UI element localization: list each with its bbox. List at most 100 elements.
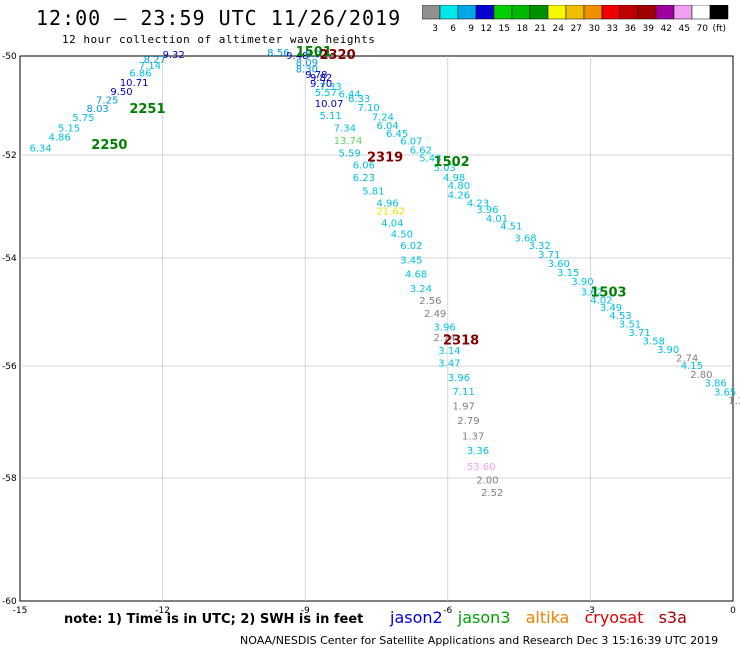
color-scale-label: 42 bbox=[661, 24, 672, 34]
y-tick-label: -60 bbox=[2, 597, 17, 607]
color-swatch bbox=[709, 5, 729, 20]
wave-height-value: 2.74 bbox=[676, 354, 698, 365]
wave-height-value: 4.53 bbox=[609, 311, 631, 322]
wave-height-value: 4.68 bbox=[405, 269, 427, 280]
wave-height-value: 7.34 bbox=[334, 124, 356, 135]
x-tick-label: 0 bbox=[730, 606, 736, 616]
wave-height-value: 8.03 bbox=[87, 104, 109, 115]
wave-height-value: 4.86 bbox=[49, 133, 71, 144]
wave-height-value: 6.45 bbox=[386, 129, 408, 140]
wave-height-value: 8.09 bbox=[296, 58, 318, 69]
wave-height-value: 5.43 bbox=[419, 154, 441, 165]
wave-height-value: 3.71 bbox=[538, 250, 560, 261]
axis-ticks: -15 -12 -9 -6 -3 0 -50 -52 -54 -56 -58 -60 bbox=[2, 52, 736, 616]
color-scale-label: 18 bbox=[517, 24, 529, 34]
wave-height-value: 6.86 bbox=[129, 68, 151, 79]
wave-height-value: 1.37 bbox=[462, 431, 484, 442]
wave-height-value: 4.23 bbox=[467, 199, 489, 210]
wave-height-value: 6.04 bbox=[377, 121, 399, 132]
page-subtitle: 12 hour collection of altimeter wave hei… bbox=[62, 33, 376, 46]
wave-height-color-scale: 3 6 9 12 15 18 21 24 27 30 33 36 39 42 45 70 (ft) bbox=[422, 5, 729, 34]
wave-height-value: 3.24 bbox=[410, 284, 432, 295]
wave-height-value: 3.96 bbox=[434, 322, 456, 333]
x-tick-label: -6 bbox=[443, 606, 452, 616]
wave-height-value: 2.56 bbox=[419, 296, 441, 307]
wave-height-value: 7.25 bbox=[96, 96, 118, 107]
wave-height-value: 3.90 bbox=[571, 277, 593, 288]
x-tick-label: -3 bbox=[586, 606, 595, 616]
color-scale-label: 70 bbox=[697, 24, 709, 34]
graticule bbox=[20, 56, 733, 601]
color-scale-label: 6 bbox=[450, 24, 456, 34]
wave-height-value: 3.71 bbox=[628, 328, 650, 339]
wave-height-value: 4.80 bbox=[448, 181, 470, 192]
wave-height-value: 53.60 bbox=[467, 462, 496, 473]
wave-height-value: 6.23 bbox=[353, 173, 375, 184]
wave-height-value: 7.10 bbox=[357, 103, 379, 114]
x-tick-label: -12 bbox=[155, 606, 170, 616]
legend-jason3: jason3 bbox=[457, 608, 511, 627]
wave-height-value: 7.11 bbox=[453, 387, 475, 398]
wave-height-value: 21.62 bbox=[377, 207, 406, 218]
wave-height-value: 3.62 bbox=[581, 287, 603, 298]
footnote: note: 1) Time is in UTC; 2) SWH is in fe… bbox=[64, 612, 364, 627]
wave-height-value: 2.79 bbox=[457, 416, 479, 427]
wave-height-value: 3.14 bbox=[438, 346, 460, 357]
wave-height-value: 9.32 bbox=[163, 50, 185, 61]
wave-height-value: 3.96 bbox=[448, 373, 470, 384]
color-scale-label: 3 bbox=[432, 24, 438, 34]
page-title: 12:00 – 23:59 UTC 11/26/2019 bbox=[36, 6, 402, 30]
wave-height-value: 5.75 bbox=[72, 113, 94, 124]
wave-height-value: 3.68 bbox=[514, 234, 536, 245]
pass-label: 2251 bbox=[129, 102, 165, 117]
wave-height-value: 2.80 bbox=[690, 370, 712, 381]
wave-height-value: 10.71 bbox=[120, 78, 149, 89]
pass-label: 1501 bbox=[296, 45, 332, 60]
wave-height-value: 3.60 bbox=[548, 259, 570, 270]
wave-height-value: 6.44 bbox=[338, 90, 360, 101]
legend-s3a: s3a bbox=[658, 608, 687, 627]
y-tick-label: -52 bbox=[2, 151, 17, 161]
color-scale-label: 27 bbox=[571, 24, 582, 34]
wave-height-value: 4.26 bbox=[448, 190, 470, 201]
wave-height-value: 8.30 bbox=[296, 64, 318, 75]
legend-altika: altika bbox=[525, 608, 570, 627]
pass-label: 2320 bbox=[319, 48, 355, 63]
wave-height-value: 9.70 bbox=[310, 79, 332, 90]
wave-height-value: 4.51 bbox=[500, 222, 522, 233]
color-scale-label: 12 bbox=[481, 24, 492, 34]
map-frame bbox=[19, 55, 734, 602]
wave-height-value: 8.56 bbox=[267, 48, 289, 59]
wave-height-value: 4.96 bbox=[377, 199, 399, 210]
color-scale-label: 30 bbox=[589, 24, 601, 34]
color-scale-label: 33 bbox=[607, 24, 618, 34]
wave-height-value: 5.57 bbox=[315, 88, 337, 99]
wave-height-value: 4.02 bbox=[590, 295, 612, 306]
x-tick-label: -15 bbox=[13, 606, 28, 616]
wave-height-points: 6.344.865.155.758.037.259.5010.716.867.1… bbox=[30, 48, 740, 499]
wave-height-value: 3.51 bbox=[619, 320, 641, 331]
wave-height-value: 3.47 bbox=[438, 359, 460, 370]
wave-height-value: 3.15 bbox=[557, 268, 579, 279]
wave-height-value: 6.07 bbox=[400, 137, 422, 148]
wave-height-value: 2.74 bbox=[434, 333, 456, 344]
color-scale-label: 24 bbox=[553, 24, 565, 34]
color-scale-label: 45 bbox=[679, 24, 690, 34]
wave-height-value: 9.78 bbox=[305, 70, 327, 81]
wave-height-value: 3.96 bbox=[476, 205, 498, 216]
wave-height-value: 8.92 bbox=[305, 49, 327, 60]
wave-height-value: 2.52 bbox=[481, 488, 503, 499]
wave-height-value: 5.59 bbox=[338, 149, 360, 160]
color-scale-label: 15 bbox=[499, 24, 510, 34]
pass-label: 2250 bbox=[91, 138, 127, 153]
wave-height-value: 1.32 bbox=[728, 396, 740, 407]
wave-height-value: 6.62 bbox=[410, 146, 432, 157]
wave-height-value: 7.24 bbox=[372, 112, 394, 123]
wave-height-value: 3.90 bbox=[657, 345, 679, 356]
wave-height-value: 9.50 bbox=[110, 87, 132, 98]
wave-height-value: 3.36 bbox=[467, 446, 489, 457]
wave-height-value: 2.49 bbox=[424, 309, 446, 320]
wave-height-value: 1.97 bbox=[453, 402, 475, 413]
wave-height-value: 3.58 bbox=[643, 336, 665, 347]
wave-height-value: 6.34 bbox=[30, 144, 52, 155]
